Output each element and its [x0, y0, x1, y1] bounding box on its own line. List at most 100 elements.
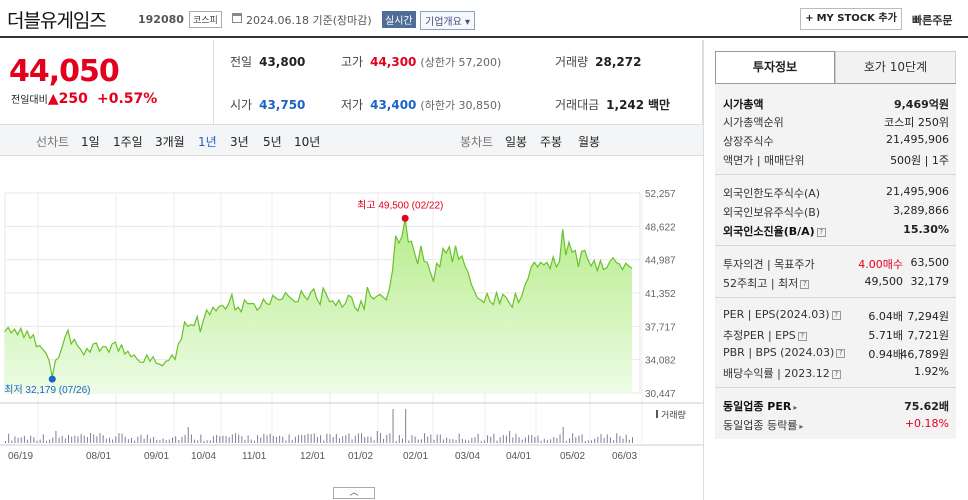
x-tick-label: 11/01	[242, 451, 267, 462]
amount-unit: 백만	[647, 98, 671, 112]
volume-bar	[597, 436, 599, 443]
tab-10year[interactable]: 10년	[294, 135, 321, 149]
volume-bar	[181, 436, 183, 443]
volume-bar	[446, 437, 448, 443]
volume-bar	[379, 433, 381, 443]
volume-bar	[131, 437, 133, 443]
volume-bar	[102, 435, 104, 443]
add-mystock-label: MY STOCK 추가	[816, 13, 897, 24]
info-value: 21,495,906	[886, 185, 949, 198]
volume-bar	[609, 437, 611, 443]
low-label: 저가	[341, 98, 364, 112]
tab-5year[interactable]: 5년	[263, 135, 282, 149]
tab-1day[interactable]: 1일	[81, 135, 100, 149]
high-marker	[401, 214, 409, 222]
volume-bar	[298, 435, 300, 443]
low-annotation: 최저 32,179 (07/26)	[4, 384, 90, 396]
volume-bar	[197, 440, 199, 443]
volume-bar	[90, 433, 92, 443]
tab-orderbook[interactable]: 호가 10단계	[835, 51, 956, 84]
volume-bar	[209, 440, 211, 443]
low-value: 43,400	[370, 98, 417, 112]
volume-bar	[257, 435, 259, 443]
volume-bar	[427, 436, 429, 443]
volume-bar	[27, 439, 29, 443]
volume-bar	[275, 436, 277, 443]
high-annotation: 최고 49,500 (02/22)	[357, 199, 443, 211]
price-line	[4, 218, 633, 378]
volume-bar	[490, 436, 492, 443]
volume-bar	[531, 435, 533, 443]
info-row: 52주최고 | 최저? 49,500 32,179	[723, 275, 949, 291]
chevron-right-icon[interactable]: ▸	[799, 422, 804, 431]
volume-bar	[310, 434, 312, 443]
x-tick-label: 08/01	[86, 451, 111, 462]
tab-daily[interactable]: 일봉	[505, 135, 528, 149]
volume-bar	[424, 433, 426, 443]
tab-3month[interactable]: 3개월	[155, 135, 185, 149]
volume-bar	[190, 434, 192, 443]
volume-bar	[149, 438, 151, 443]
volume-bar	[115, 436, 117, 443]
open-value: 43,750	[259, 98, 306, 112]
volume-bar	[458, 433, 460, 443]
tab-1year[interactable]: 1년	[198, 135, 217, 149]
volume-label: 거래량	[661, 409, 686, 420]
chevron-right-icon[interactable]: ▸	[793, 403, 798, 412]
volume-legend-swatch	[656, 410, 658, 418]
volume-bar	[493, 433, 495, 443]
help-icon[interactable]: ?	[816, 227, 826, 237]
volume-bar	[316, 436, 318, 443]
investment-info-table: 시가총액 9,469억원 시가총액순위 코스피 250위 상장주식수 21,495,906…	[715, 84, 956, 439]
corp-info-dropdown[interactable]: 기업개요 ▾	[420, 11, 476, 30]
help-icon[interactable]: ?	[836, 348, 846, 358]
help-icon[interactable]: ?	[800, 279, 810, 289]
volume-bar	[619, 435, 621, 443]
volume-bar	[323, 440, 325, 443]
tab-3year[interactable]: 3년	[230, 135, 249, 149]
info-label: 배당수익률 | 2023.12	[723, 367, 830, 380]
volume-bar	[578, 435, 580, 443]
volume-bar	[480, 440, 482, 443]
volume-bar	[373, 440, 375, 443]
volume-bar	[581, 434, 583, 443]
volume-bar	[93, 434, 95, 443]
volume-bar	[477, 433, 479, 443]
quick-order-button[interactable]: 빠른주문	[912, 14, 953, 27]
live-button[interactable]: 실시간	[382, 11, 416, 28]
tab-weekly[interactable]: 주봉	[540, 135, 563, 149]
tab-monthly[interactable]: 월봉	[578, 135, 601, 149]
volume-bar	[398, 435, 400, 443]
volume-bar	[546, 439, 548, 443]
y-tick-label: 48,622	[645, 222, 676, 233]
volume-bar	[553, 436, 555, 443]
change-value: 250	[58, 91, 88, 107]
volume-bar	[405, 409, 407, 443]
x-tick-label: 04/01	[506, 451, 531, 462]
volume-bar	[200, 434, 202, 443]
open-price: 시가 43,750	[230, 96, 305, 113]
help-icon[interactable]: ?	[831, 369, 841, 379]
volume-bar	[5, 441, 6, 443]
volume-bar	[14, 436, 16, 443]
volume-bar	[74, 435, 76, 443]
volume-bar	[203, 440, 205, 443]
volume-bar	[392, 409, 394, 443]
volume-bar	[30, 435, 32, 443]
investment-panel: 투자정보 호가 10단계 시가총액 9,469억원 시가총액순위 코스피 250위 상장…	[703, 40, 968, 500]
add-mystock-button[interactable]: + MY STOCK 추가	[800, 8, 902, 30]
tab-investment-info[interactable]: 투자정보	[715, 51, 835, 84]
tab-1week[interactable]: 1주일	[113, 135, 143, 149]
info-value-secondary: 5.71배	[868, 329, 903, 342]
volume-bar	[175, 436, 177, 443]
volume-bar	[11, 440, 13, 443]
help-icon[interactable]: ?	[831, 310, 841, 320]
volume-bar	[449, 439, 451, 443]
upper-limit: (상한가 57,200)	[420, 56, 502, 69]
tab-underline	[715, 83, 956, 84]
volume-bar	[171, 437, 173, 443]
volume-bar	[36, 440, 38, 443]
help-icon[interactable]: ?	[797, 331, 807, 341]
volume-bar	[206, 440, 208, 443]
collapse-chart-button[interactable]: ︿	[333, 487, 375, 499]
